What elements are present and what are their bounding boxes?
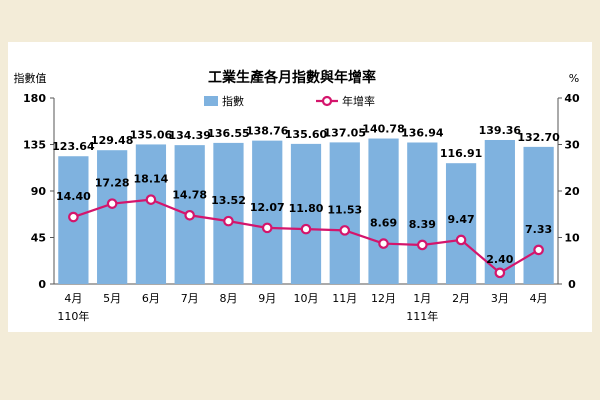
- bar-value-label: 116.91: [440, 147, 482, 160]
- left-tick-label: 90: [31, 185, 47, 198]
- line-point: [184, 209, 195, 221]
- left-tick-label: 180: [23, 92, 46, 105]
- category-label: 1月: [413, 292, 431, 305]
- line-value-label: 14.78: [172, 188, 207, 201]
- bar: [329, 142, 360, 284]
- legend: 指數 年增率: [204, 94, 375, 108]
- line-value-label: 14.40: [56, 190, 91, 203]
- category-label: 4月: [64, 292, 82, 305]
- line-value-label: 9.47: [448, 213, 475, 226]
- line-value-label: 17.28: [95, 177, 130, 190]
- right-tick-label: 0: [568, 278, 576, 291]
- chart-svg: 工業生產各月指數與年增率 指數值 % 指數 年增率 0 45 90 135 180 0 10 2…: [14, 69, 580, 323]
- category-label: 2月: [452, 292, 470, 305]
- left-tick-label: 45: [31, 232, 46, 245]
- line-point: [494, 267, 506, 279]
- line-point: [68, 211, 79, 223]
- bar-value-label: 132.70: [517, 131, 560, 144]
- category-label: 10月: [294, 292, 319, 305]
- line-point: [261, 222, 273, 234]
- line-point: [378, 238, 389, 249]
- right-tick-label: 20: [564, 185, 580, 198]
- bar-value-label: 137.05: [324, 126, 366, 139]
- category-label: 4月: [530, 292, 548, 305]
- right-axis-title: %: [569, 72, 579, 85]
- bar-value-label: 129.48: [91, 134, 133, 147]
- category-label: 8月: [219, 292, 237, 305]
- line-value-label: 8.39: [409, 218, 436, 231]
- line-value-label: 11.80: [289, 202, 324, 215]
- line-point: [339, 225, 351, 236]
- line-point: [300, 223, 312, 235]
- bar: [135, 144, 167, 284]
- left-tick-label: 0: [38, 278, 46, 291]
- bar-value-label: 138.76: [246, 125, 289, 138]
- bar: [445, 163, 477, 284]
- category-label: 12月: [371, 292, 396, 305]
- bar-value-label: 123.64: [52, 140, 95, 153]
- line-point: [417, 239, 428, 251]
- legend-bar-label: 指數: [222, 94, 244, 108]
- chart-figure: 工業生產各月指數與年增率 指數值 % 指數 年增率 0 45 90 135 180 0 10 2…: [8, 42, 592, 332]
- line-value-label: 12.07: [250, 201, 285, 214]
- line-value-label: 8.69: [370, 217, 397, 230]
- category-label: 3月: [491, 292, 509, 305]
- legend-line-marker: [321, 95, 333, 107]
- bar-value-label: 140.78: [362, 123, 404, 136]
- line-point: [145, 194, 157, 205]
- category-label: 9月: [258, 292, 276, 305]
- category-label: 6月: [142, 292, 160, 305]
- line-point: [223, 215, 234, 227]
- chart-title: 工業生產各月指數與年增率: [208, 69, 376, 86]
- bar-value-label: 135.06: [130, 128, 173, 141]
- bar: [484, 139, 515, 284]
- bar: [407, 142, 438, 284]
- year-label: 111年: [406, 309, 438, 323]
- right-tick-label: 10: [564, 232, 580, 245]
- bar: [523, 146, 554, 284]
- right-tick-label: 30: [564, 139, 580, 152]
- line-value-label: 18.14: [134, 173, 169, 186]
- legend-line-label: 年增率: [342, 94, 375, 108]
- bar: [252, 140, 283, 284]
- legend-bar-swatch: [204, 96, 218, 106]
- bar-value-label: 139.36: [479, 124, 522, 137]
- year-label: 110年: [57, 309, 89, 323]
- bar: [290, 143, 322, 284]
- bar: [97, 150, 128, 284]
- bar-value-label: 135.60: [285, 128, 328, 141]
- bar: [213, 142, 244, 284]
- bar-value-label: 136.94: [401, 126, 444, 139]
- line-point: [106, 198, 118, 209]
- left-axis-title: 指數值: [14, 71, 47, 85]
- line-value-label: 11.53: [327, 203, 362, 216]
- line-value-label: 13.52: [211, 194, 246, 207]
- right-tick-label: 40: [564, 92, 580, 105]
- category-label: 7月: [181, 292, 199, 305]
- bar: [368, 138, 399, 284]
- left-tick-label: 135: [23, 139, 46, 152]
- line-value-label: 2.40: [486, 253, 513, 266]
- plot-area: 04590135180010203040123.64129.48135.0613…: [23, 92, 580, 323]
- line-point: [455, 234, 467, 246]
- category-label: 5月: [103, 292, 121, 305]
- line-value-label: 7.33: [525, 223, 552, 236]
- line-point: [533, 244, 544, 256]
- category-label: 11月: [332, 292, 357, 305]
- bar-value-label: 136.55: [207, 127, 249, 140]
- bar-value-label: 134.39: [168, 129, 210, 142]
